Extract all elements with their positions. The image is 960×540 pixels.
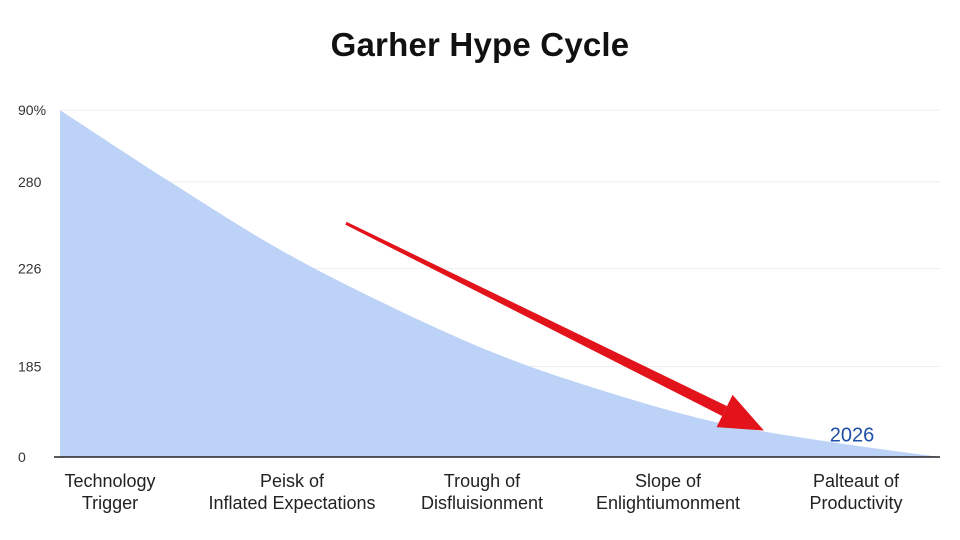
- x-tick-label-1-1: Inflated Expectations: [208, 493, 375, 513]
- annotations: 2026: [830, 424, 875, 446]
- x-tick-label-1-0: Peisk of: [260, 471, 325, 491]
- x-tick-label-2-0: Trough of: [444, 471, 521, 491]
- y-tick-label-3: 185: [18, 359, 42, 375]
- x-tick-label-4-0: Palteaut of: [813, 471, 900, 491]
- x-tick-label-4-1: Productivity: [809, 493, 902, 513]
- y-tick-label-0: 90%: [18, 102, 46, 118]
- x-tick-label-3-0: Slope of: [635, 471, 702, 491]
- arrow-head: [716, 394, 764, 431]
- x-tick-label-0-0: Technology: [64, 471, 155, 491]
- trend-arrow: [345, 221, 764, 431]
- y-tick-label-1: 280: [18, 174, 42, 190]
- y-axis-ticks: 90% 280 226 185 0: [18, 102, 46, 465]
- chart-title: Garher Hype Cycle: [330, 26, 630, 63]
- x-tick-label-3-1: Enlightiumonment: [596, 493, 740, 513]
- area-series: [60, 110, 940, 457]
- x-tick-label-2-1: Disfluisionment: [421, 493, 543, 513]
- y-tick-label-2: 226: [18, 261, 42, 277]
- arrow-shaft: [345, 221, 728, 416]
- year-annotation: 2026: [830, 424, 875, 446]
- area-fill: [60, 110, 940, 457]
- x-tick-label-0-1: Trigger: [82, 493, 138, 513]
- y-tick-label-4: 0: [18, 449, 26, 465]
